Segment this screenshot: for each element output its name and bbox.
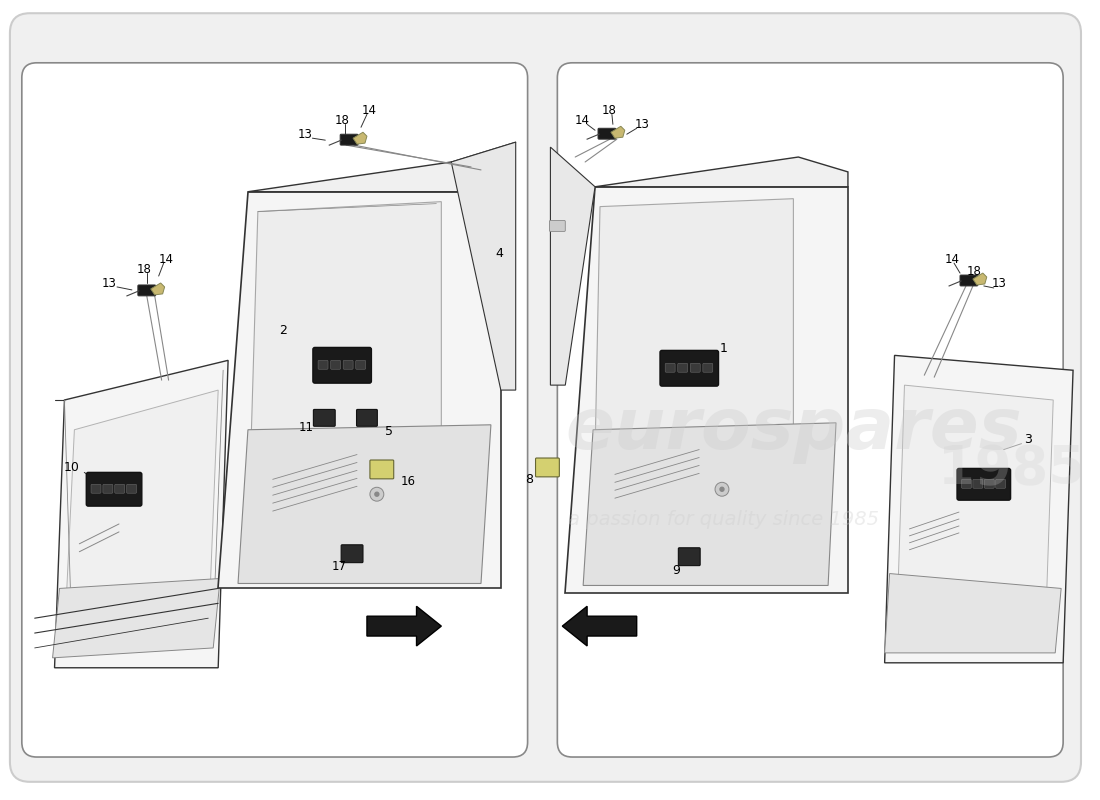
FancyBboxPatch shape (10, 14, 1081, 782)
Text: 18: 18 (334, 114, 350, 127)
Polygon shape (593, 198, 793, 552)
FancyBboxPatch shape (331, 360, 341, 370)
FancyBboxPatch shape (679, 548, 701, 566)
Circle shape (375, 492, 378, 496)
FancyBboxPatch shape (312, 347, 372, 383)
Polygon shape (562, 606, 637, 646)
FancyBboxPatch shape (984, 479, 994, 488)
FancyBboxPatch shape (660, 350, 718, 386)
Polygon shape (248, 202, 441, 549)
Polygon shape (451, 142, 516, 390)
Text: 9: 9 (672, 564, 680, 577)
Text: 17: 17 (332, 560, 346, 573)
Circle shape (370, 487, 384, 501)
FancyBboxPatch shape (666, 363, 675, 372)
Polygon shape (896, 385, 1053, 635)
Polygon shape (218, 192, 500, 589)
FancyBboxPatch shape (972, 479, 982, 488)
Text: 4: 4 (495, 246, 503, 260)
Text: 16: 16 (402, 475, 416, 488)
Polygon shape (583, 423, 836, 586)
Polygon shape (610, 126, 625, 138)
Polygon shape (238, 425, 491, 583)
Polygon shape (972, 273, 987, 285)
FancyBboxPatch shape (126, 484, 136, 494)
FancyBboxPatch shape (356, 410, 377, 426)
FancyBboxPatch shape (314, 410, 336, 426)
Circle shape (715, 482, 729, 496)
Text: 1985: 1985 (938, 443, 1085, 495)
FancyBboxPatch shape (558, 63, 1063, 757)
Text: 18: 18 (967, 265, 981, 278)
FancyBboxPatch shape (86, 472, 142, 506)
Polygon shape (151, 283, 165, 295)
Text: 18: 18 (602, 104, 616, 117)
FancyBboxPatch shape (996, 479, 1005, 488)
Text: 5: 5 (385, 426, 393, 438)
FancyBboxPatch shape (91, 484, 101, 494)
Polygon shape (550, 147, 595, 385)
FancyBboxPatch shape (318, 360, 328, 370)
Text: 8: 8 (526, 473, 534, 486)
FancyBboxPatch shape (341, 545, 363, 562)
Text: 3: 3 (1024, 433, 1033, 446)
FancyBboxPatch shape (370, 460, 394, 479)
FancyBboxPatch shape (536, 458, 559, 477)
FancyBboxPatch shape (957, 469, 1011, 500)
FancyBboxPatch shape (549, 221, 565, 231)
Text: a passion for quality since 1985: a passion for quality since 1985 (569, 510, 880, 529)
Circle shape (720, 487, 724, 491)
Polygon shape (565, 186, 848, 594)
Polygon shape (884, 355, 1074, 663)
FancyBboxPatch shape (343, 360, 353, 370)
Polygon shape (884, 574, 1062, 653)
FancyBboxPatch shape (103, 484, 113, 494)
Text: 18: 18 (136, 262, 151, 275)
FancyBboxPatch shape (598, 128, 616, 139)
FancyBboxPatch shape (703, 363, 713, 372)
Text: 14: 14 (160, 253, 174, 266)
FancyBboxPatch shape (340, 134, 358, 145)
Text: eurospares: eurospares (565, 395, 1022, 464)
Text: 14: 14 (945, 253, 959, 266)
Polygon shape (65, 390, 218, 638)
Text: 14: 14 (362, 104, 376, 117)
Polygon shape (595, 157, 848, 186)
FancyBboxPatch shape (114, 484, 124, 494)
FancyBboxPatch shape (22, 63, 528, 757)
Text: 13: 13 (635, 118, 649, 130)
Text: 13: 13 (991, 278, 1006, 290)
Text: 1: 1 (720, 342, 728, 355)
FancyBboxPatch shape (678, 363, 688, 372)
Polygon shape (55, 360, 228, 668)
Polygon shape (53, 578, 220, 658)
FancyBboxPatch shape (961, 479, 971, 488)
Polygon shape (248, 162, 500, 192)
Text: 13: 13 (298, 128, 312, 141)
Text: 2: 2 (278, 324, 287, 337)
FancyBboxPatch shape (960, 275, 978, 286)
Text: 14: 14 (574, 114, 590, 127)
FancyBboxPatch shape (691, 363, 701, 372)
FancyBboxPatch shape (138, 285, 156, 296)
Polygon shape (367, 606, 441, 646)
Polygon shape (353, 132, 367, 144)
FancyBboxPatch shape (355, 360, 365, 370)
Text: 11: 11 (299, 422, 314, 434)
Text: 13: 13 (101, 278, 117, 290)
Text: 10: 10 (64, 461, 79, 474)
